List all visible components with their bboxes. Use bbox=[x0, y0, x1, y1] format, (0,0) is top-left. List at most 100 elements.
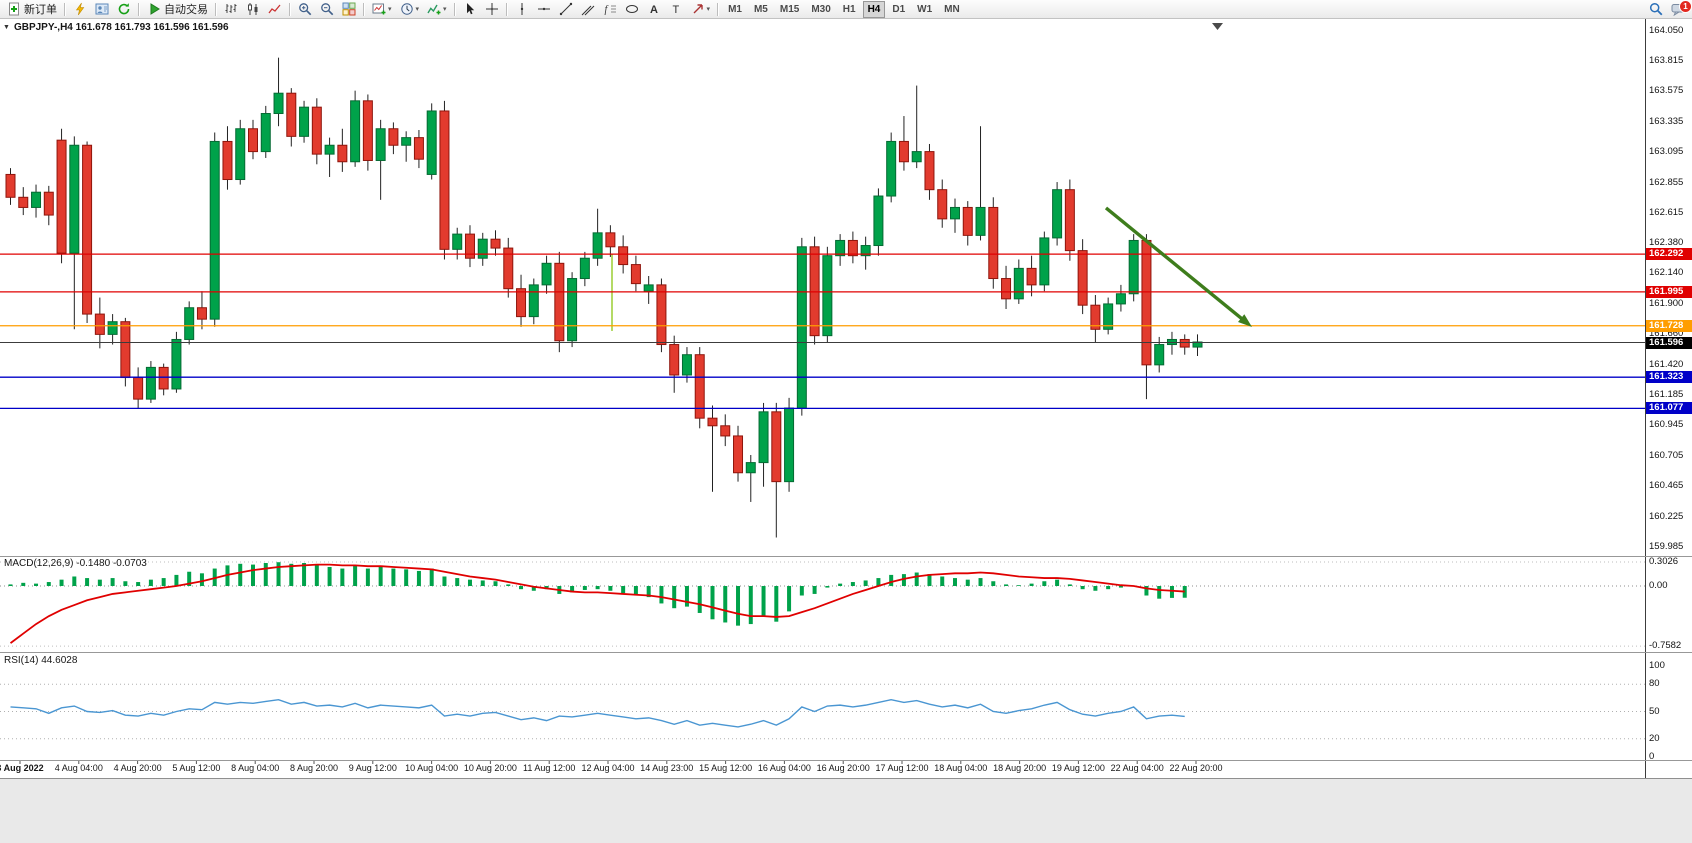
price-axis-separator bbox=[1645, 19, 1646, 778]
chevron-down-icon: ▾ bbox=[443, 6, 447, 13]
rsi-line bbox=[10, 698, 1185, 728]
tf-h4[interactable]: H4 bbox=[862, 0, 886, 18]
macd-scale-label: -0.7582 bbox=[1649, 640, 1682, 652]
tf-d1[interactable]: D1 bbox=[892, 3, 906, 15]
symbol-ohlc-label: ▼ GBPJPY-,H4 161.678 161.793 161.596 161.… bbox=[3, 22, 229, 33]
toolbar-separator bbox=[289, 2, 291, 16]
time-axis-label: 22 Aug 04:00 bbox=[1110, 763, 1164, 773]
new-chart-button[interactable]: ▾ bbox=[368, 0, 396, 19]
text-a-icon: A bbox=[647, 2, 661, 16]
text-button[interactable]: A bbox=[643, 0, 665, 19]
time-axis-label: 16 Aug 04:00 bbox=[757, 763, 811, 773]
macd-histogram bbox=[8, 562, 1187, 626]
symbol-ohlc-text: GBPJPY-,H4 161.678 161.793 161.596 161.5… bbox=[13, 22, 229, 33]
time-axis-label: 14 Aug 23:00 bbox=[640, 763, 694, 773]
price-axis-label: 162.140 bbox=[1649, 267, 1684, 279]
tf-m5[interactable]: M5 bbox=[753, 3, 768, 15]
time-axis-label: 8 Aug 20:00 bbox=[289, 763, 339, 773]
crosshair-button[interactable] bbox=[481, 0, 503, 19]
price-axis-label: 163.335 bbox=[1649, 115, 1684, 127]
bar-chart-button[interactable] bbox=[220, 0, 242, 19]
macd-panel-label: MACD(12,26,9) -0.1480 -0.0703 bbox=[4, 558, 147, 569]
profiles-button[interactable]: ▾ bbox=[396, 0, 424, 19]
ellipse-icon bbox=[625, 2, 639, 16]
price-axis-label: 161.420 bbox=[1649, 358, 1684, 370]
auto-trading-button[interactable]: 自动交易 bbox=[143, 0, 212, 19]
auto-trading-button-label: 自动交易 bbox=[164, 4, 208, 16]
profile-icon bbox=[95, 2, 109, 16]
toolbar-separator bbox=[215, 2, 217, 16]
tile-windows-button[interactable] bbox=[338, 0, 360, 19]
tf-m15[interactable]: M15 bbox=[779, 3, 800, 15]
auto-trading-icon bbox=[147, 2, 161, 16]
cursor-button[interactable] bbox=[459, 0, 481, 19]
panel-divider-rsi[interactable] bbox=[0, 652, 1692, 653]
tf-m1[interactable]: M1 bbox=[728, 3, 742, 15]
arrow-ne-icon bbox=[691, 2, 705, 16]
arrows-button[interactable]: ▾ bbox=[687, 0, 715, 19]
rsi-scale-label: 50 bbox=[1649, 705, 1660, 717]
refresh-button[interactable] bbox=[113, 0, 135, 19]
macd-scale-label: 0.00 bbox=[1649, 580, 1668, 591]
time-axis-label: 18 Aug 20:00 bbox=[993, 763, 1047, 773]
toolbar: 新订单 自动交易 ▾ ▾ ▾ f A T ▾ M1 M5 M15 M30 H1 H4 D1 W1 MN 1 bbox=[0, 0, 1692, 19]
horizontal-line-button[interactable] bbox=[533, 0, 555, 19]
rsi-scale-label: 0 bbox=[1649, 751, 1655, 762]
text-t-icon: T bbox=[669, 2, 683, 16]
clock-icon bbox=[400, 2, 414, 16]
vertical-line-button[interactable] bbox=[511, 0, 533, 19]
time-axis-label: 17 Aug 12:00 bbox=[875, 763, 929, 773]
macd-scale-label: 0.3026 bbox=[1649, 556, 1679, 567]
zoom-out-button[interactable] bbox=[316, 0, 338, 19]
candles-layer bbox=[5, 57, 1203, 538]
indicators-icon bbox=[427, 2, 441, 16]
current-price-tag: 161.596 bbox=[1646, 336, 1692, 349]
chevron-down-icon: ▾ bbox=[415, 6, 420, 13]
metaeditor-button[interactable] bbox=[69, 0, 91, 19]
crosshair-icon bbox=[485, 2, 499, 16]
fibonacci-button[interactable]: f bbox=[599, 0, 621, 19]
trendline-button[interactable] bbox=[555, 0, 577, 19]
notifications-button[interactable]: 1 bbox=[1667, 0, 1692, 19]
indicators-button[interactable]: ▾ bbox=[423, 0, 451, 19]
accounts-button[interactable] bbox=[91, 0, 113, 19]
time-axis[interactable]: 3 Aug 2022 4 Aug 04:00 4 Aug 20:00 5 Aug 12… bbox=[0, 760, 1646, 778]
price-axis-label: 160.705 bbox=[1649, 449, 1684, 461]
text-label-button[interactable]: T bbox=[665, 0, 687, 19]
vline-icon bbox=[515, 2, 529, 16]
candlestick-chart-button[interactable] bbox=[242, 0, 264, 19]
line-chart-button[interactable] bbox=[264, 0, 286, 19]
chart-shift-marker-icon[interactable] bbox=[1212, 23, 1223, 30]
new-order-button[interactable]: 新订单 bbox=[3, 0, 61, 19]
tf-mn[interactable]: MN bbox=[944, 3, 960, 15]
price-chart-canvas[interactable] bbox=[0, 19, 1646, 778]
price-axis[interactable]: 164.050 163.815 163.575 163.335 163.095 162.8… bbox=[1646, 19, 1692, 778]
level-price-tag: 161.995 bbox=[1646, 285, 1692, 298]
panel-divider-macd[interactable] bbox=[0, 556, 1692, 557]
time-axis-label: 22 Aug 20:00 bbox=[1169, 763, 1223, 773]
toolbar-separator bbox=[138, 2, 140, 16]
tf-m30[interactable]: M30 bbox=[811, 3, 831, 15]
zoom-in-button[interactable] bbox=[294, 0, 316, 19]
time-axis-label: 15 Aug 12:00 bbox=[699, 763, 753, 773]
time-axis-label: 19 Aug 12:00 bbox=[1051, 763, 1105, 773]
level-price-tag: 161.077 bbox=[1646, 402, 1692, 415]
tile-windows-icon bbox=[342, 2, 356, 16]
time-axis-label: 10 Aug 04:00 bbox=[405, 763, 459, 773]
channel-button[interactable] bbox=[577, 0, 599, 19]
horizontal-level-lines[interactable] bbox=[0, 253, 1646, 410]
cursor-icon bbox=[463, 2, 477, 16]
price-axis-label: 164.050 bbox=[1649, 25, 1684, 36]
price-axis-label: 163.095 bbox=[1649, 146, 1684, 158]
search-button[interactable] bbox=[1645, 0, 1667, 19]
tf-h1[interactable]: H1 bbox=[842, 3, 856, 15]
chart-region[interactable]: ▼ GBPJPY-,H4 161.678 161.793 161.596 161.… bbox=[0, 19, 1646, 778]
trend-arrow-annotation[interactable] bbox=[1104, 206, 1252, 328]
collapse-triangle-icon[interactable]: ▼ bbox=[3, 24, 10, 31]
shapes-button[interactable] bbox=[621, 0, 643, 19]
tf-w1[interactable]: W1 bbox=[917, 3, 933, 15]
new-chart-icon bbox=[372, 2, 386, 16]
price-axis-label: 163.575 bbox=[1649, 85, 1684, 97]
trendline-icon bbox=[559, 2, 573, 16]
